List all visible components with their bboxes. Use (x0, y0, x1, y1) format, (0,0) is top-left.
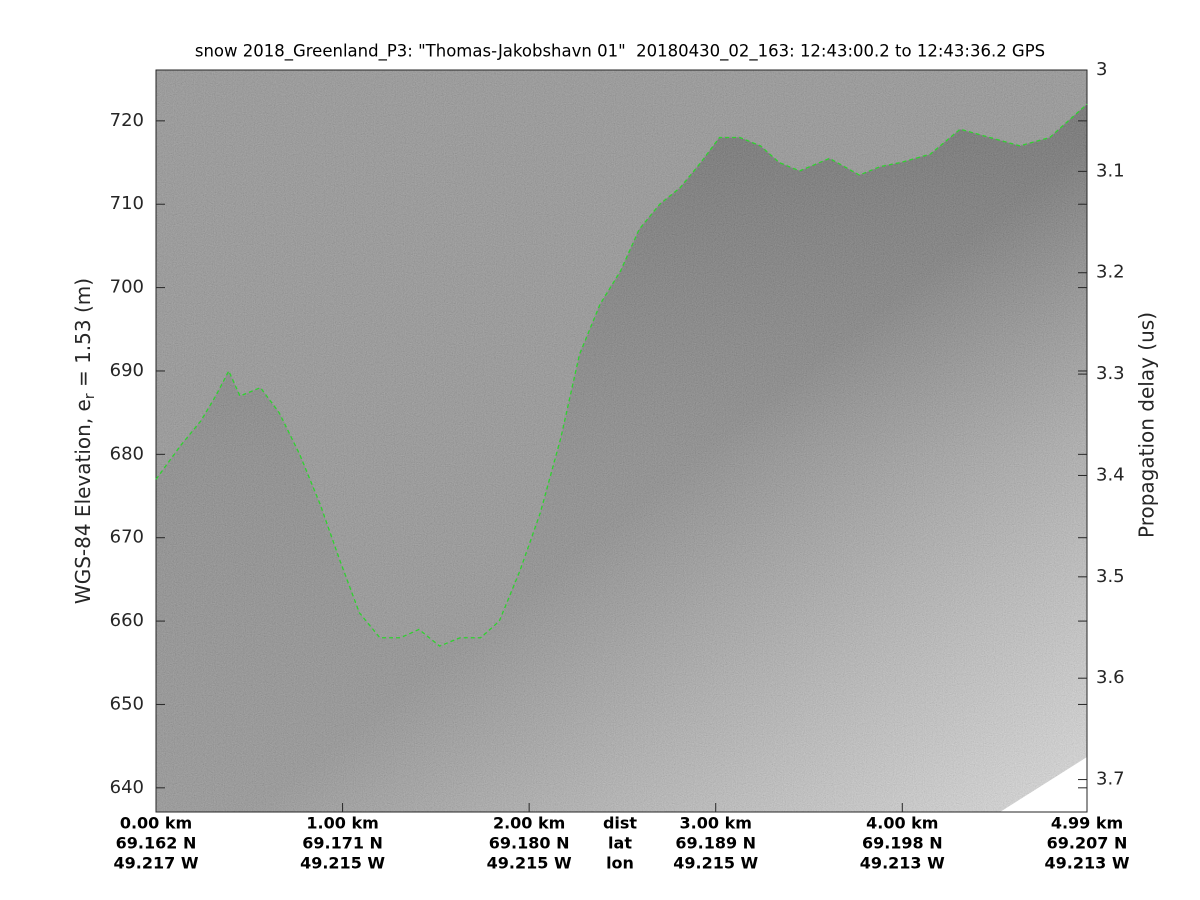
y-tick-label: 670 (110, 527, 144, 548)
y2-tick-label: 3.2 (1096, 262, 1125, 283)
lat-label: 69.162 N (116, 834, 197, 853)
x-tick-label: 1.00 km (306, 814, 378, 833)
lat-label: 69.198 N (862, 834, 943, 853)
surface-line (155, 103, 1088, 647)
y2-tick-label: 3 (1096, 59, 1107, 80)
y-label-subscript: r (82, 393, 98, 399)
row-label: lat (608, 834, 632, 853)
echogram-noise (156, 70, 1087, 812)
y2-tick-label: 3.3 (1096, 363, 1125, 384)
y-tick-label: 720 (110, 110, 144, 131)
y2-tick-label: 3.5 (1096, 566, 1125, 587)
y-label-text: WGS-84 Elevation, e (71, 399, 95, 604)
y2-tick-label: 3.1 (1096, 160, 1125, 181)
y-tick-label: 710 (110, 193, 144, 214)
y-tick-label: 700 (110, 277, 144, 298)
plot-frame (155, 69, 1088, 813)
x-tick-label: 4.99 km (1051, 814, 1123, 833)
y2-axis-label: Propagation delay (us) (1135, 312, 1159, 538)
x-tick-label: 0.00 km (120, 814, 192, 833)
y2-tick-label: 3.6 (1096, 667, 1125, 688)
lon-label: 49.215 W (673, 854, 758, 873)
y-tick-label: 690 (110, 360, 144, 381)
lon-label: 49.215 W (300, 854, 385, 873)
x-tick-label: 3.00 km (680, 814, 752, 833)
x-tick-label: 4.00 km (866, 814, 938, 833)
row-label: dist (603, 814, 637, 833)
y-tick-label: 680 (110, 443, 144, 464)
echogram (156, 70, 1087, 812)
lat-label: 69.189 N (675, 834, 756, 853)
lon-label: 49.217 W (114, 854, 199, 873)
lat-label: 69.180 N (489, 834, 570, 853)
lon-label: 49.213 W (860, 854, 945, 873)
y-tick-label: 650 (110, 693, 144, 714)
y-tick-label: 640 (110, 777, 144, 798)
y-label-text: = 1.53 (m) (71, 278, 95, 393)
y2-tick-label: 3.4 (1096, 464, 1125, 485)
lat-label: 69.171 N (302, 834, 383, 853)
lat-label: 69.207 N (1047, 834, 1128, 853)
y2-tick-label: 3.7 (1096, 769, 1125, 790)
no-data-region (1000, 757, 1087, 812)
lon-label: 49.215 W (487, 854, 572, 873)
lon-label: 49.213 W (1045, 854, 1130, 873)
y-axis-label: WGS-84 Elevation, er = 1.53 (m) (71, 278, 99, 604)
y-tick-label: 660 (110, 610, 144, 631)
row-label: lon (606, 854, 634, 873)
x-tick-label: 2.00 km (493, 814, 565, 833)
chart-title: snow 2018_Greenland_P3: "Thomas-Jakobsha… (195, 42, 1045, 62)
